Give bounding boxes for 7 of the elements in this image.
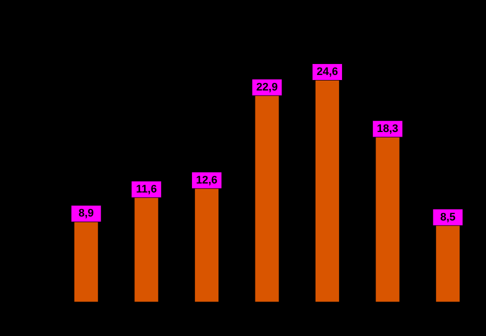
data-label: 8,5	[440, 211, 456, 224]
data-label: 24,6	[316, 66, 338, 78]
data-label: 22,9	[256, 81, 278, 94]
data-label: 12,6	[196, 174, 218, 186]
data-label: 18,3	[376, 122, 398, 135]
data-label: 11,6	[136, 183, 157, 196]
data-label: 8,9	[78, 208, 94, 220]
